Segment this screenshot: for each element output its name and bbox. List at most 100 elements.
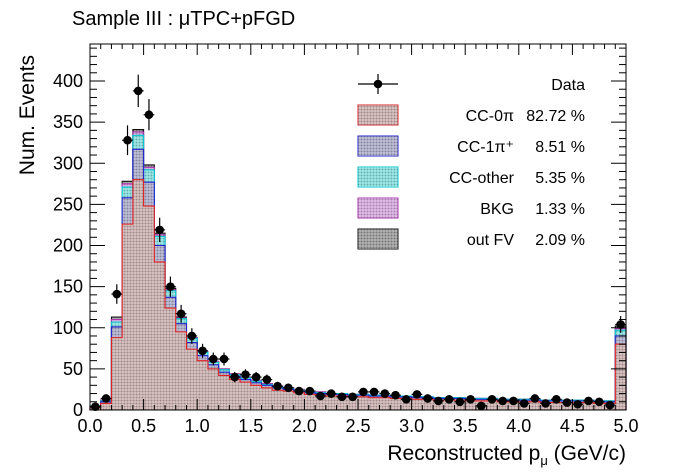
bar-hatch (379, 397, 391, 410)
data-point (390, 390, 401, 400)
legend-percent: 8.51 % (535, 139, 585, 156)
y-tick-label: 150 (53, 277, 83, 297)
data-point (604, 400, 616, 410)
bar-hatch (132, 179, 144, 410)
data-point (497, 396, 509, 406)
data-point (261, 374, 273, 385)
bar-hatch (465, 400, 476, 410)
data-point (379, 389, 391, 398)
series-cc-0- (89, 179, 627, 410)
bar-hatch (368, 397, 380, 410)
legend-percent: 5.35 % (535, 170, 585, 187)
data-point (336, 392, 348, 402)
legend-percent: 2.09 % (535, 232, 585, 249)
data-point (111, 284, 123, 304)
data-point (593, 397, 605, 407)
y-tick-label: 300 (53, 153, 83, 173)
bar-hatch (165, 308, 176, 410)
data-point (358, 387, 369, 397)
legend-label: BKG (480, 201, 514, 218)
bar-hatch (122, 224, 133, 410)
y-tick-label: 100 (53, 318, 83, 338)
data-point (100, 394, 112, 403)
bar-hatch (583, 402, 594, 410)
bar-hatch (207, 368, 219, 410)
data-point (218, 352, 230, 366)
bar-hatch (400, 398, 412, 410)
legend-item: CC-other 5.35 % (357, 166, 585, 188)
bar-hatch (358, 396, 369, 410)
bar-hatch (529, 401, 541, 410)
legend-label: CC-other (449, 170, 515, 187)
bar-hatch (143, 206, 155, 410)
bar-hatch (186, 349, 198, 410)
data-point (143, 99, 155, 131)
x-tick-label: 1.0 (185, 416, 210, 436)
y-tick-label: 200 (53, 236, 83, 256)
data-point (315, 391, 326, 401)
x-tick-label: 2.5 (345, 416, 370, 436)
data-point (197, 343, 208, 358)
data-point (175, 304, 187, 323)
chart-title: Sample III : μTPC+pFGD (72, 8, 295, 30)
data-point (411, 390, 423, 399)
x-tick-label: 1.5 (238, 416, 263, 436)
bar-hatch (593, 403, 605, 410)
data-point (550, 395, 562, 404)
data-point (229, 371, 241, 383)
bar-hatch (508, 401, 519, 410)
data-point (615, 316, 626, 333)
x-tick-label: 3.5 (453, 416, 478, 436)
legend-item: out FV 2.09 % (357, 228, 585, 250)
legend-percent: 82.72 % (526, 108, 585, 125)
x-tick-label: 4.5 (560, 416, 585, 436)
bar-hatch (486, 400, 498, 410)
legend-item-data: Data (358, 74, 585, 94)
bar-hatch (315, 395, 326, 410)
x-tick-label: 0.5 (131, 416, 156, 436)
data-point (282, 383, 294, 393)
x-axis-label-unit: (GeV/c) (548, 442, 626, 465)
legend-label: CC-1π⁺ (457, 139, 514, 156)
bar-hatch (325, 396, 337, 410)
data-point (165, 276, 176, 297)
bar-hatch (240, 382, 251, 410)
data-point (304, 386, 316, 396)
x-axis-label: Reconstructed pμ (GeV/c) (387, 442, 626, 468)
data-point (154, 217, 166, 243)
data-point (132, 74, 144, 108)
bar-hatch (154, 261, 166, 410)
bar-hatch (293, 392, 305, 410)
bar-hatch (422, 399, 434, 410)
x-tick-label: 2.0 (292, 416, 317, 436)
data-point (529, 394, 541, 403)
data-point (433, 396, 444, 406)
data-point (518, 399, 530, 408)
bar-hatch (261, 387, 273, 410)
data-point (454, 397, 466, 407)
y-axis-label: Num. Events (16, 55, 39, 175)
data-point (347, 392, 358, 402)
legend-label: CC-0π (466, 108, 514, 125)
data-point (325, 389, 337, 398)
bar-hatch (347, 396, 358, 410)
bar-hatch (411, 399, 423, 410)
bar-hatch (550, 402, 562, 410)
data-point (90, 402, 101, 412)
data-point (240, 369, 251, 381)
data-point (540, 399, 551, 408)
data-point (272, 381, 283, 391)
bar-hatch (390, 398, 401, 410)
data-point (486, 395, 498, 404)
data-point (475, 401, 487, 411)
y-tick-label: 400 (53, 71, 83, 91)
bar-hatch (100, 403, 112, 410)
bar-hatch (175, 331, 187, 410)
legend-item: CC-0π 82.72 % (357, 104, 585, 126)
data-point (400, 395, 412, 404)
data-point (293, 386, 305, 396)
y-tick-label: 350 (53, 112, 83, 132)
y-tick-label: 50 (63, 359, 83, 379)
data-point (250, 371, 262, 383)
